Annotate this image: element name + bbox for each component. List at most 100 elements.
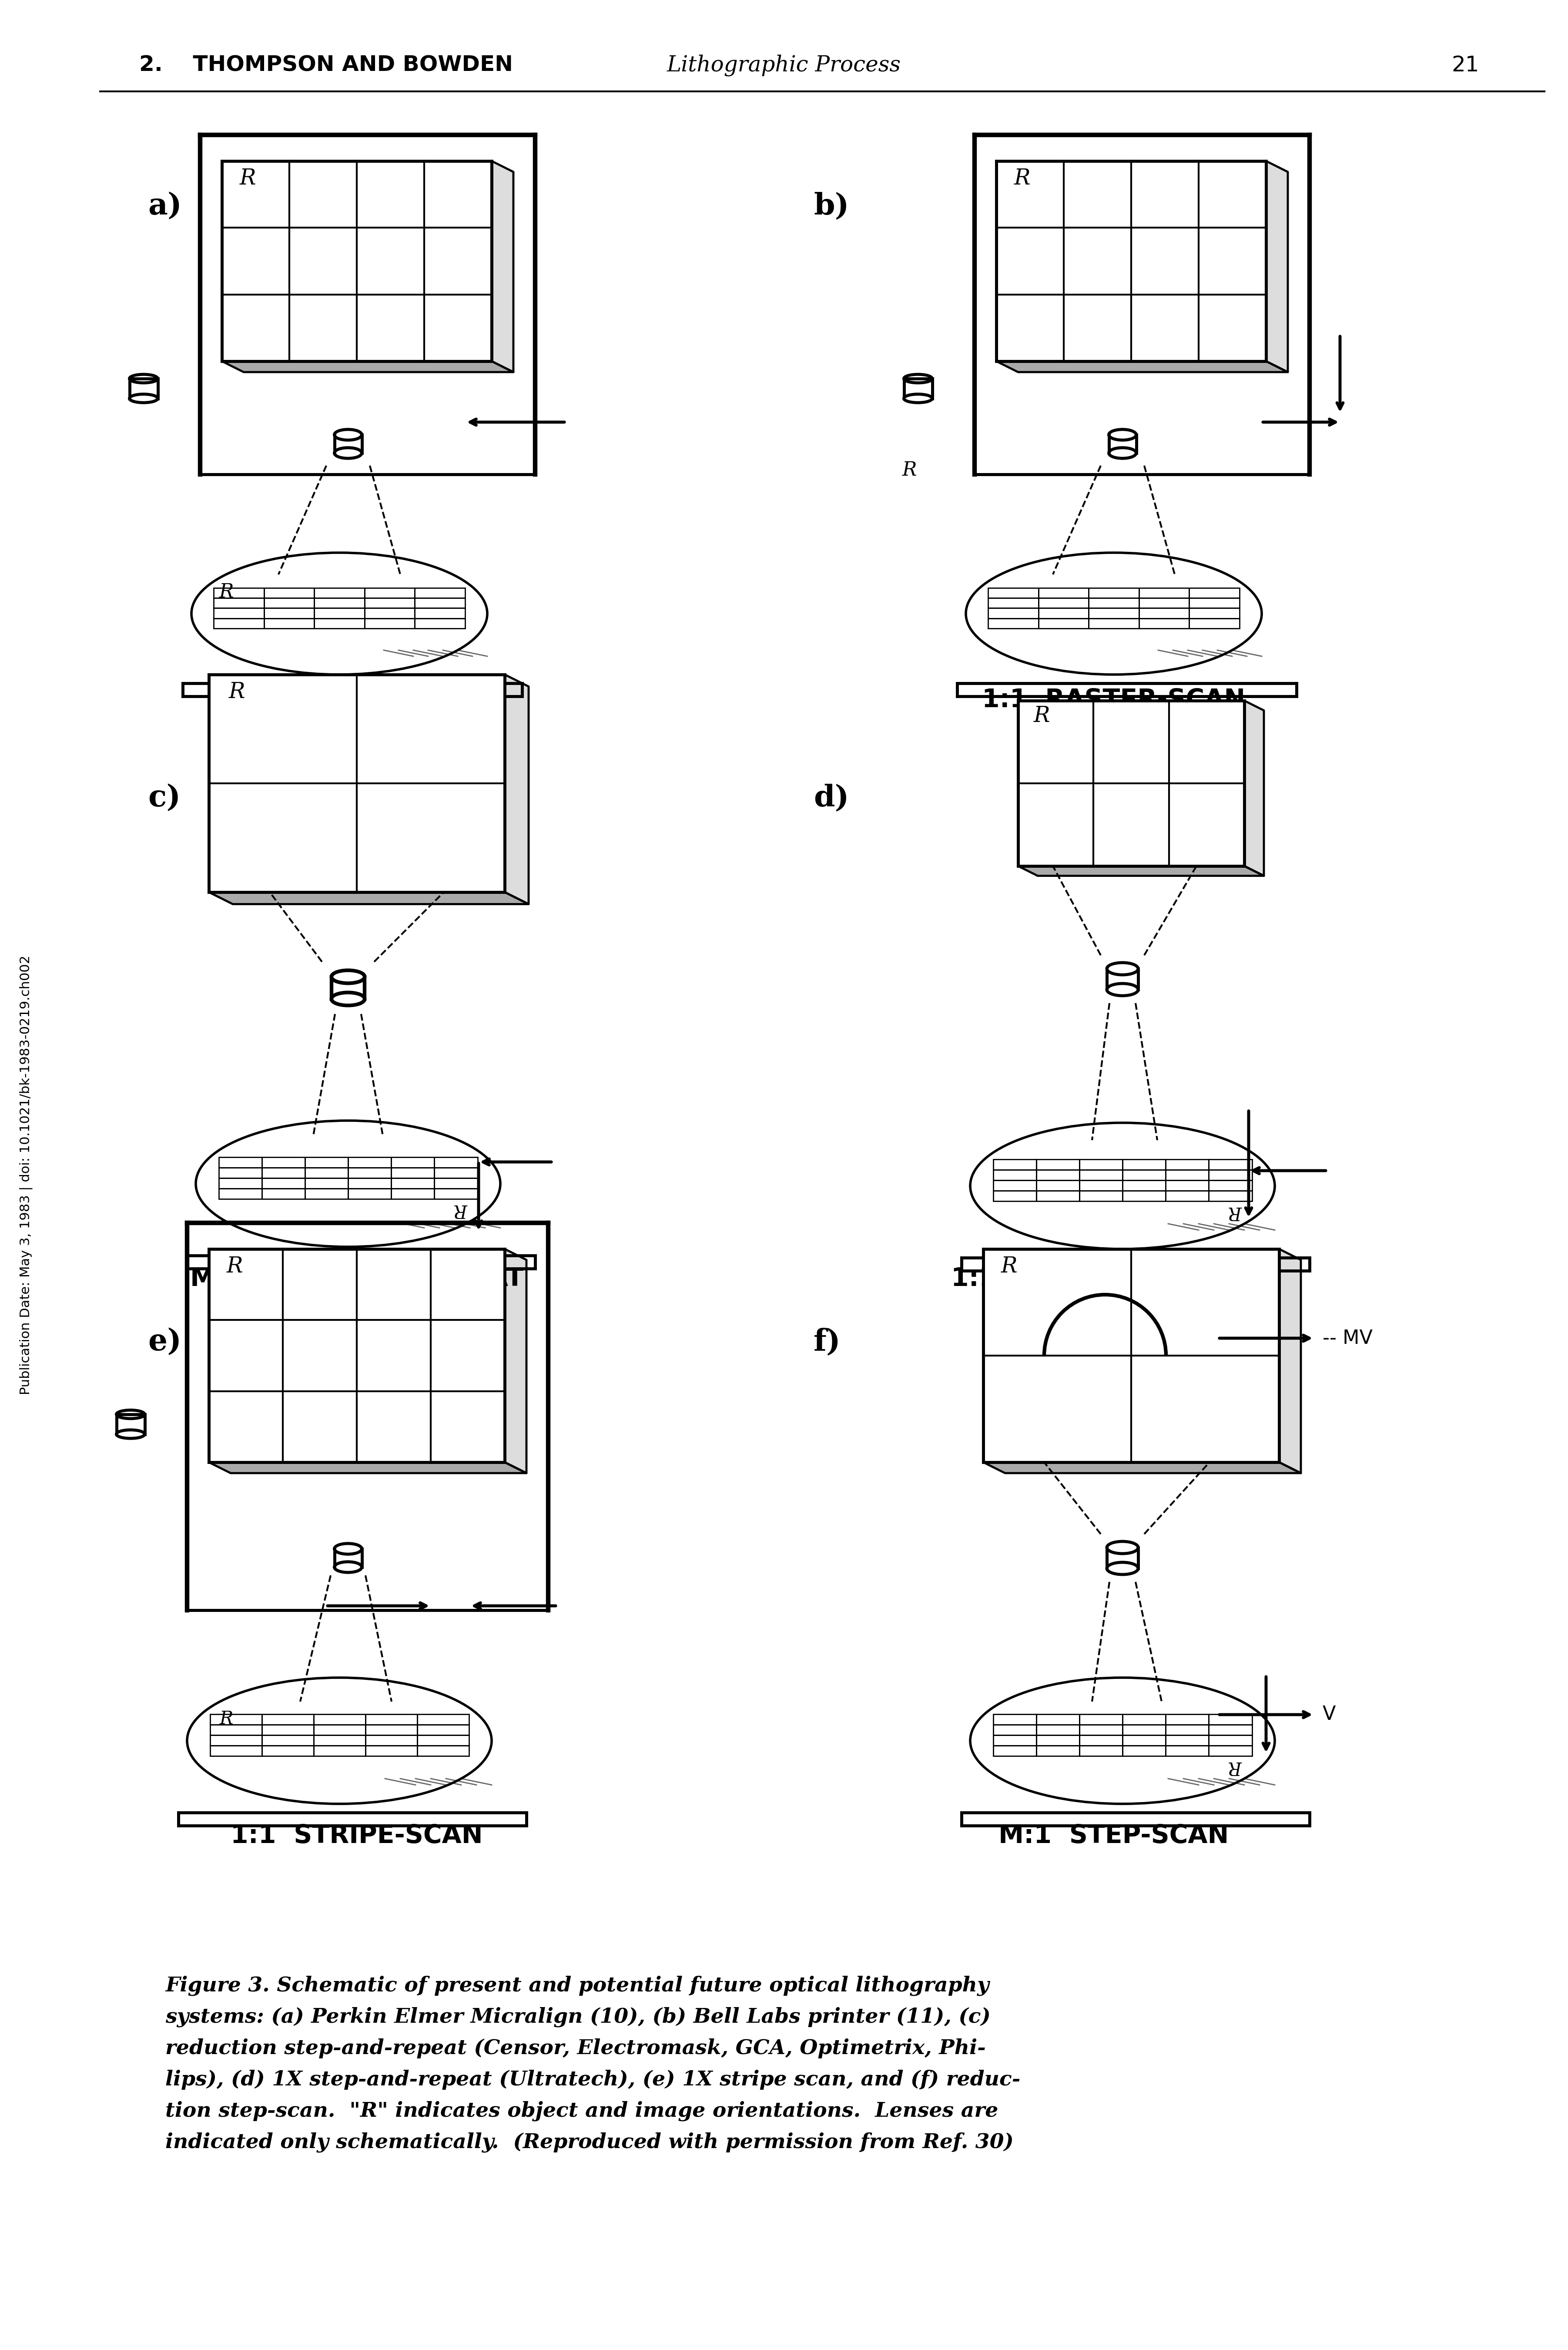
Bar [1165, 1180, 1209, 1191]
Bar [210, 1713, 262, 1725]
Ellipse shape [187, 1678, 492, 1805]
Bar [1165, 1713, 1209, 1725]
Bar [1079, 1180, 1123, 1191]
Text: e): e) [147, 1328, 182, 1356]
Bar [1165, 1159, 1209, 1170]
Ellipse shape [1107, 1563, 1138, 1574]
Polygon shape [223, 362, 513, 371]
Bar [1209, 1170, 1251, 1180]
Bar [1018, 700, 1245, 867]
Bar [1079, 1191, 1123, 1201]
Bar [1138, 588, 1189, 597]
Bar [417, 1734, 469, 1746]
Polygon shape [505, 674, 528, 905]
Bar [416, 599, 466, 609]
Bar [993, 1180, 1036, 1191]
Bar [993, 1159, 1036, 1170]
Bar [390, 1168, 434, 1177]
Bar [1123, 1734, 1165, 1746]
Text: M:1  STEP-SCAN: M:1 STEP-SCAN [999, 1824, 1229, 1847]
Bar [1165, 1191, 1209, 1201]
Bar [116, 1415, 144, 1433]
Bar [1123, 1180, 1165, 1191]
Bar [314, 588, 364, 597]
Bar [364, 588, 416, 597]
Bar [263, 599, 314, 609]
Bar [348, 1177, 390, 1189]
Text: indicated only schematically.  (Reproduced with permission from Ref. 30): indicated only schematically. (Reproduce… [165, 2131, 1013, 2153]
Ellipse shape [116, 1429, 144, 1438]
Bar [1036, 1725, 1079, 1734]
Bar [996, 162, 1265, 362]
Text: R: R [229, 682, 245, 703]
Ellipse shape [130, 374, 158, 383]
Bar [1079, 1734, 1123, 1746]
Text: R: R [455, 1201, 467, 1220]
Text: tion step-scan.  "R" indicates object and image orientations.  Lenses are: tion step-scan. "R" indicates object and… [165, 2101, 999, 2122]
Bar [348, 1156, 390, 1168]
Bar [1088, 609, 1138, 618]
Bar [1123, 1725, 1165, 1734]
Ellipse shape [334, 449, 362, 458]
Text: R: R [220, 1711, 234, 1727]
Bar [1036, 1713, 1079, 1725]
Text: Publication Date: May 3, 1983 | doi: 10.1021/bk-1983-0219.ch002: Publication Date: May 3, 1983 | doi: 10.… [19, 954, 33, 1396]
Bar [314, 1734, 365, 1746]
Ellipse shape [1107, 1542, 1138, 1553]
Bar [262, 1746, 314, 1755]
Bar [1209, 1725, 1251, 1734]
Bar [263, 609, 314, 618]
Bar [314, 609, 364, 618]
Bar [1165, 1170, 1209, 1180]
Bar [263, 618, 314, 627]
Bar [1189, 618, 1240, 627]
Ellipse shape [116, 1410, 144, 1419]
Polygon shape [1018, 867, 1264, 877]
Bar [262, 1713, 314, 1725]
Bar [365, 1725, 417, 1734]
Bar [417, 1713, 469, 1725]
Bar [304, 1156, 348, 1168]
Bar [348, 1189, 390, 1198]
Bar [1079, 1713, 1123, 1725]
Ellipse shape [334, 1544, 362, 1553]
Ellipse shape [1107, 985, 1138, 996]
Bar [364, 609, 416, 618]
Bar [1138, 609, 1189, 618]
Bar [993, 1170, 1036, 1180]
Bar [263, 588, 314, 597]
Ellipse shape [903, 395, 931, 402]
Bar [1209, 1713, 1251, 1725]
Text: Lithographic Process: Lithographic Process [666, 54, 902, 75]
Bar [262, 1734, 314, 1746]
Bar [213, 588, 263, 597]
Polygon shape [492, 162, 513, 371]
Bar [314, 1746, 365, 1755]
Bar [1036, 1159, 1079, 1170]
Text: 1:1  STRIPE-SCAN: 1:1 STRIPE-SCAN [230, 1824, 483, 1847]
Text: R: R [227, 1255, 243, 1276]
Bar [1036, 1170, 1079, 1180]
Bar [1038, 609, 1088, 618]
Ellipse shape [1107, 964, 1138, 975]
Text: b): b) [814, 190, 848, 221]
Text: reduction step-and-repeat (Censor, Electromask, GCA, Optimetrix, Phi-: reduction step-and-repeat (Censor, Elect… [165, 2037, 986, 2059]
Bar [314, 599, 364, 609]
Polygon shape [983, 1462, 1301, 1473]
Text: d): d) [814, 783, 848, 813]
Text: M:1  STEP-AND-REPEAT: M:1 STEP-AND-REPEAT [190, 1267, 524, 1290]
Bar [1088, 599, 1138, 609]
Bar [262, 1189, 304, 1198]
Bar [365, 1734, 417, 1746]
Text: 1:1  RASTER-SCAN: 1:1 RASTER-SCAN [982, 689, 1245, 712]
Bar [1088, 588, 1138, 597]
Bar [1079, 1170, 1123, 1180]
Ellipse shape [331, 971, 365, 982]
Bar [1123, 1191, 1165, 1201]
Bar [218, 1156, 262, 1168]
Ellipse shape [191, 552, 488, 674]
Ellipse shape [196, 1121, 500, 1248]
Bar [903, 378, 931, 400]
Bar [262, 1725, 314, 1734]
Polygon shape [505, 1248, 527, 1473]
